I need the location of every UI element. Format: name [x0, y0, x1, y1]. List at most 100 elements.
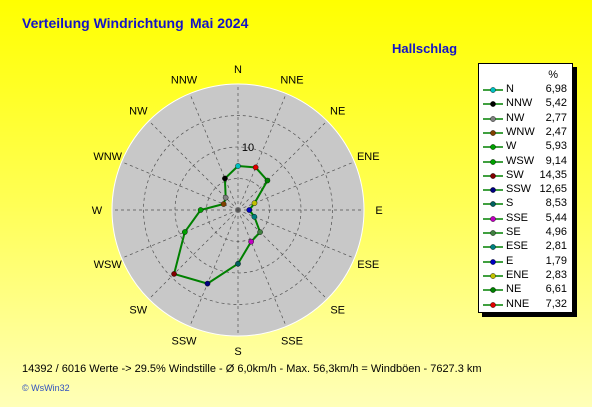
direction-label-ene: ENE [357, 151, 380, 163]
legend-marker-icon [483, 215, 503, 222]
data-point-nw [222, 194, 229, 201]
legend-unit: % [548, 69, 558, 81]
grid-spoke [237, 209, 328, 300]
legend-item-ne: NE 6,61 [479, 282, 572, 297]
data-point-ene [251, 200, 258, 206]
legend-item-wsw: WSW 9,14 [479, 154, 572, 169]
legend-label: WSW [506, 154, 535, 167]
direction-label-ne: NE [330, 105, 345, 117]
grid-spoke [189, 93, 239, 211]
direction-label-se: SE [330, 305, 345, 317]
legend-marker-icon [483, 115, 503, 122]
legend-value: 2,77 [545, 111, 567, 124]
legend-value: 6,61 [545, 283, 567, 296]
legend-marker-icon [483, 244, 503, 251]
data-point-nne [252, 164, 259, 171]
legend-item-nw: NW 2,77 [479, 111, 572, 126]
grid-spoke [121, 209, 239, 259]
data-point-sw [171, 271, 177, 277]
data-point-s [235, 260, 241, 267]
legend-item-n: N 6,98 [479, 82, 572, 97]
grid-spoke [121, 161, 239, 211]
legend-marker-icon [483, 172, 503, 179]
legend-value: 4,96 [545, 226, 567, 238]
legend-label: ENE [506, 268, 529, 281]
legend-marker-icon [483, 130, 503, 136]
legend-value: 2,83 [545, 268, 567, 281]
grid-spoke [237, 120, 328, 211]
legend-marker-icon [483, 258, 503, 265]
legend-item-se: SE 4,96 [479, 225, 572, 240]
data-point-sse [248, 238, 254, 245]
legend-item-ese: ESE 2,81 [479, 239, 572, 254]
legend-marker-icon [483, 301, 503, 308]
data-point-e [246, 207, 253, 213]
direction-label-nne: NNE [280, 75, 303, 87]
legend-value: 14,35 [539, 168, 567, 181]
legend-item-nnw: NNW 5,42 [479, 96, 572, 111]
direction-label-n: N [234, 64, 242, 76]
legend-label: SE [506, 226, 521, 238]
legend-label: N [506, 83, 514, 95]
legend-item-sw: SW 14,35 [479, 168, 572, 183]
data-point-wsw [182, 229, 188, 235]
legend: % N 6,98 NNW 5,42 NW 2,77 WNW 2,47 W 5,93 WSW 9,14 S… [478, 63, 573, 313]
direction-label-sw: SW [129, 305, 147, 317]
grid-ring [143, 115, 333, 305]
grid-spoke [237, 93, 287, 211]
legend-value: 12,65 [539, 183, 567, 196]
legend-label: SW [506, 168, 524, 181]
legend-value: 6,98 [545, 83, 567, 95]
legend-value: 2,47 [545, 125, 567, 138]
direction-label-wsw: WSW [94, 259, 123, 271]
legend-label: ESE [506, 240, 529, 253]
legend-marker-icon [483, 87, 503, 93]
legend-label: SSE [506, 211, 529, 224]
direction-label-wnw: WNW [93, 151, 122, 163]
grid-spoke [189, 209, 239, 327]
legend-value: 2,81 [545, 240, 567, 253]
legend-marker-icon [483, 273, 503, 279]
legend-marker-icon [483, 158, 503, 165]
grid-spoke [148, 120, 239, 211]
software-logo: © WsWin32 [22, 383, 70, 393]
chart-period: Mai 2024 [190, 15, 249, 31]
grid-spoke [148, 209, 239, 300]
legend-label: W [506, 140, 517, 153]
direction-label-nw: NW [129, 105, 148, 117]
legend-item-ssw: SSW 12,65 [479, 182, 572, 197]
radial-tick-label: 10 [242, 142, 254, 154]
data-point-nnw [222, 175, 228, 182]
data-point-wnw [220, 201, 227, 207]
legend-item-e: E 1,79 [479, 254, 572, 269]
legend-label: E [506, 254, 514, 267]
data-point-ese [251, 213, 258, 220]
legend-label: NNW [506, 97, 533, 110]
data-point-w [197, 207, 204, 213]
legend-label: NNE [506, 297, 530, 310]
legend-marker-icon [483, 101, 503, 108]
direction-label-e: E [375, 205, 382, 217]
legend-marker-icon [483, 187, 503, 193]
direction-label-w: W [92, 205, 103, 217]
grid-spoke [237, 209, 287, 327]
chart-title: Verteilung Windrichtung [22, 15, 184, 31]
footer-stats: 14392 / 6016 Werte -> 29.5% Windstille -… [22, 363, 482, 375]
legend-item-wnw: WNW 2,47 [479, 125, 572, 140]
direction-label-sse: SSE [281, 335, 303, 347]
legend-value: 9,14 [545, 154, 567, 167]
data-point-ssw [204, 280, 211, 287]
legend-label: NW [506, 111, 525, 124]
legend-item-sse: SSE 5,44 [479, 211, 572, 226]
legend-value: 8,53 [545, 197, 567, 210]
legend-marker-icon [483, 144, 503, 150]
legend-value: 5,44 [545, 211, 567, 224]
legend-marker-icon [483, 230, 503, 236]
legend-item-s: S 8,53 [479, 196, 572, 211]
legend-label: NE [506, 283, 522, 296]
direction-label-ese: ESE [357, 259, 379, 271]
data-point-ne [264, 177, 271, 184]
legend-label: S [506, 197, 514, 210]
